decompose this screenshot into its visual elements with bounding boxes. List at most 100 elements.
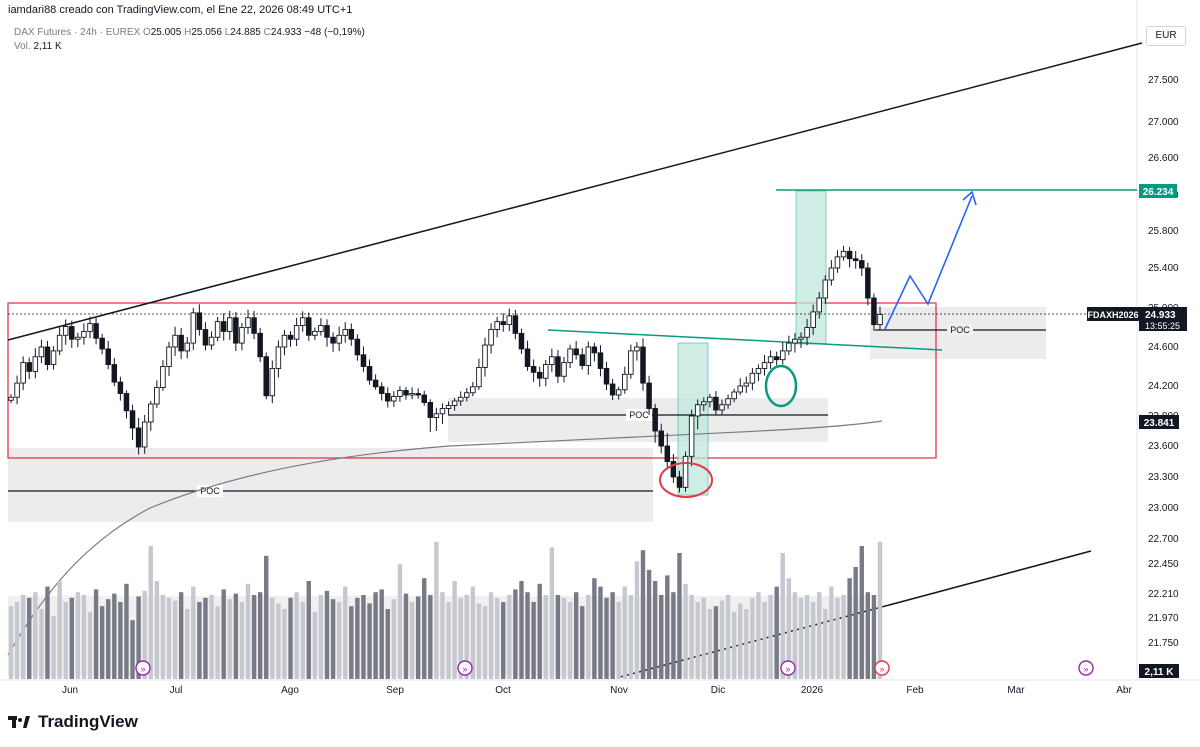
volume-bar — [245, 583, 251, 679]
volume-bar — [160, 595, 166, 679]
price-axis-tick: 21.750 — [1148, 638, 1179, 649]
candle-body — [828, 267, 835, 281]
volume-bar — [616, 602, 621, 679]
volume-bar — [69, 597, 74, 679]
event-icon[interactable] — [1078, 660, 1094, 676]
volume-bar — [403, 593, 409, 679]
candle-body — [488, 329, 494, 346]
candle-body — [536, 371, 543, 379]
candle-body — [196, 312, 203, 330]
volume-bar — [276, 603, 281, 679]
last-price-tag — [1139, 307, 1187, 331]
time-axis-label: Mar — [1007, 685, 1025, 696]
volume-bar — [598, 586, 603, 679]
volume-bar — [628, 595, 634, 679]
candle-body — [597, 352, 604, 369]
event-icon[interactable] — [457, 660, 473, 676]
volume-bar — [306, 581, 311, 679]
candle-body — [214, 321, 221, 338]
candle-body — [342, 329, 348, 336]
volume-bar — [440, 592, 445, 679]
candle-body — [154, 387, 160, 405]
event-icon[interactable] — [135, 660, 151, 676]
range-box — [7, 302, 937, 459]
candle-body — [506, 315, 513, 326]
volume-bar — [677, 553, 682, 679]
candle-body — [749, 372, 756, 384]
candle-body — [524, 348, 531, 367]
price-axis-tick: 23.000 — [1148, 503, 1179, 514]
candle-body — [287, 334, 294, 340]
price-axis-tick: 21.970 — [1148, 613, 1179, 624]
volume-bar — [634, 561, 640, 679]
volume-bar — [239, 602, 245, 679]
volume-bar — [640, 550, 646, 679]
volume-bar — [804, 595, 810, 679]
symbol-tag — [1087, 307, 1139, 321]
brand-footer[interactable]: TradingView — [8, 712, 138, 732]
candle-body — [786, 342, 792, 352]
symbol-legend: DAX Futures · 24h · EUREX O25.005 H25.05… — [14, 27, 365, 38]
volume-bar — [531, 602, 536, 679]
volume-bar — [859, 546, 864, 679]
volume-bar — [525, 592, 530, 679]
volume-bar — [665, 575, 670, 679]
candle-body — [269, 368, 276, 397]
volume-bar — [172, 600, 178, 679]
volume-bar — [701, 597, 706, 679]
candle-body — [312, 330, 318, 336]
candle-body — [75, 336, 81, 340]
candle-body — [688, 415, 695, 457]
candle-body — [500, 321, 506, 326]
symbol-name[interactable]: DAX Futures · 24h · EUREX — [14, 27, 141, 38]
ma-price-tag — [1139, 415, 1179, 429]
candle-body — [719, 404, 725, 411]
volume-bar — [543, 595, 548, 679]
volume-bar — [409, 602, 415, 679]
volume-bar — [750, 597, 755, 679]
event-icon-glyph: » — [140, 664, 145, 674]
volume-bar — [501, 602, 506, 679]
volume-label: Vol. — [14, 41, 31, 52]
low-value: 24.885 — [230, 27, 261, 38]
volume-bar — [452, 581, 457, 679]
volume-bar — [817, 592, 822, 679]
candle-body — [166, 346, 172, 367]
projection-path — [884, 195, 973, 330]
volume-bar — [343, 586, 348, 679]
event-icon-glyph: » — [879, 664, 884, 674]
target-price-tag — [1139, 184, 1177, 198]
candle-body — [99, 337, 105, 350]
candle-body — [701, 401, 707, 406]
candle-body — [451, 400, 458, 406]
time-axis-label: Ago — [281, 685, 299, 696]
volume-bar — [75, 592, 81, 679]
event-icon[interactable] — [780, 660, 796, 676]
candle-body — [585, 346, 592, 366]
candle-body — [518, 332, 525, 350]
time-axis-label: Jul — [170, 685, 183, 696]
volume-bar — [573, 592, 579, 679]
time-axis-label: 2026 — [801, 685, 824, 696]
price-axis-tick: 22.210 — [1148, 589, 1179, 600]
volume-bar — [853, 567, 858, 679]
candle-body — [743, 382, 750, 387]
candle-body — [366, 366, 373, 381]
time-axis-label: Feb — [906, 685, 924, 696]
volume-bar — [264, 555, 269, 679]
candle-body — [816, 297, 822, 313]
volume-bar — [288, 597, 293, 679]
change-value: −48 (−0,19%) — [304, 27, 365, 38]
candle-body — [652, 408, 658, 432]
poc-label-1: POC — [200, 486, 220, 496]
volume-bar — [458, 597, 463, 679]
poc-label-3: POC — [950, 325, 970, 335]
event-icon-alert[interactable] — [874, 660, 890, 676]
time-axis-label: Oct — [495, 685, 511, 696]
currency-button[interactable]: EUR — [1146, 26, 1186, 46]
volume-bar — [154, 581, 160, 679]
volume-bar — [841, 595, 846, 679]
candle-body — [391, 396, 397, 402]
time-axis: Jun Jul Ago Sep Oct Nov Dic 2026 Feb Mar Abr — [62, 685, 1133, 696]
